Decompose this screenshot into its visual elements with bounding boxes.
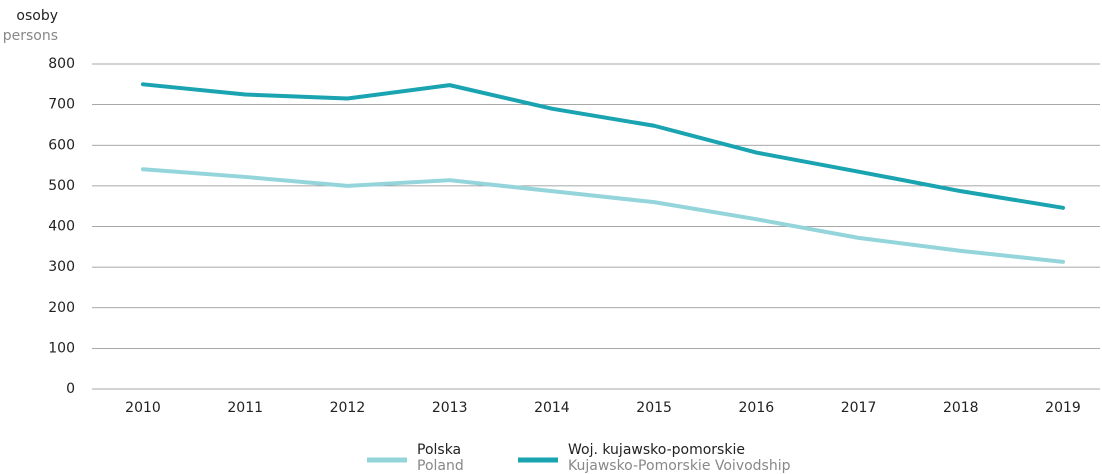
x-tick-label: 2010 — [125, 400, 161, 416]
y-axis-label-en: persons — [3, 28, 58, 44]
y-axis-label: osoby — [16, 8, 58, 24]
x-tick-label: 2016 — [739, 400, 775, 416]
x-tick-label: 2012 — [330, 400, 366, 416]
legend-label-en: Kujawsko-Pomorskie Voivodship — [568, 458, 791, 474]
y-tick-label: 100 — [48, 340, 75, 356]
x-tick-label: 2011 — [227, 400, 263, 416]
legend-label-en: Poland — [417, 458, 464, 474]
y-tick-label: 800 — [48, 56, 75, 72]
x-tick-label: 2017 — [841, 400, 877, 416]
y-tick-label: 200 — [48, 300, 75, 316]
y-tick-label: 0 — [66, 381, 75, 397]
x-tick-label: 2015 — [636, 400, 672, 416]
x-tick-label: 2019 — [1045, 400, 1081, 416]
legend-label: Polska — [417, 442, 461, 458]
y-tick-label: 700 — [48, 97, 75, 113]
legend-label: Woj. kujawsko-pomorskie — [568, 442, 745, 458]
x-tick-label: 2014 — [534, 400, 570, 416]
line-series — [141, 167, 1065, 264]
y-tick-label: 400 — [48, 219, 75, 235]
y-tick-label: 500 — [48, 178, 75, 194]
y-tick-label: 300 — [48, 259, 75, 275]
x-tick-label: 2018 — [943, 400, 979, 416]
line-series — [141, 82, 1065, 210]
x-tick-label: 2013 — [432, 400, 468, 416]
y-tick-label: 600 — [48, 137, 75, 153]
